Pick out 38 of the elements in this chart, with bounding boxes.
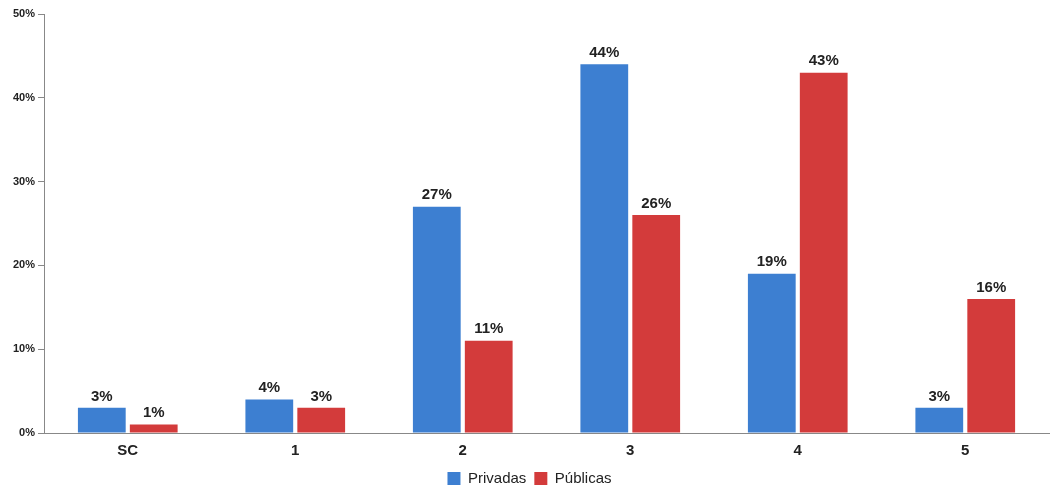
- x-tick-label: SC: [117, 441, 139, 459]
- data-label: 4%: [258, 378, 281, 396]
- x-tick-label: 2: [458, 441, 467, 459]
- bar: [799, 72, 848, 433]
- y-tick-label: 50%: [12, 7, 36, 20]
- bar: [632, 215, 681, 433]
- y-tick-label: 10%: [12, 342, 36, 355]
- x-tick-label: 4: [793, 441, 803, 459]
- y-tick-label: 40%: [12, 90, 36, 103]
- bar: [297, 407, 346, 433]
- data-label: 3%: [310, 386, 333, 404]
- y-tick-label: 0%: [19, 426, 36, 439]
- data-label: 44%: [589, 42, 620, 60]
- bar: [915, 407, 964, 433]
- y-tick-label: 20%: [12, 258, 36, 271]
- data-label: 43%: [808, 51, 839, 69]
- bar: [77, 407, 126, 433]
- legend-label: Privadas: [467, 468, 527, 486]
- y-tick-label: 30%: [12, 174, 36, 187]
- data-label: 27%: [421, 185, 452, 203]
- bar: [129, 424, 178, 433]
- bar: [580, 64, 629, 433]
- data-label: 19%: [756, 252, 787, 270]
- data-label: 26%: [641, 193, 672, 211]
- bar: [464, 340, 513, 433]
- bar: [967, 298, 1016, 433]
- legend-label: Públicas: [554, 468, 612, 486]
- bar: [747, 273, 796, 433]
- x-tick-label: 5: [961, 441, 970, 459]
- data-label: 1%: [142, 403, 165, 421]
- bar: [412, 206, 461, 433]
- data-label: 3%: [90, 386, 113, 404]
- data-label: 11%: [474, 319, 504, 337]
- x-tick-label: 1: [291, 441, 300, 459]
- bar: [245, 399, 294, 433]
- data-label: 16%: [976, 277, 1007, 295]
- x-tick-label: 3: [626, 441, 635, 459]
- data-label: 3%: [928, 386, 951, 404]
